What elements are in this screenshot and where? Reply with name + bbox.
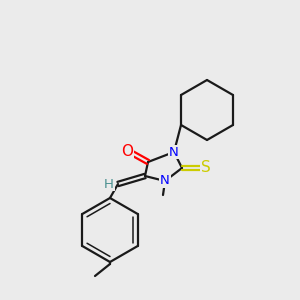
Text: N: N [169, 146, 179, 158]
Text: H: H [104, 178, 114, 190]
Text: N: N [160, 175, 170, 188]
Text: S: S [201, 160, 211, 175]
Text: O: O [121, 145, 133, 160]
